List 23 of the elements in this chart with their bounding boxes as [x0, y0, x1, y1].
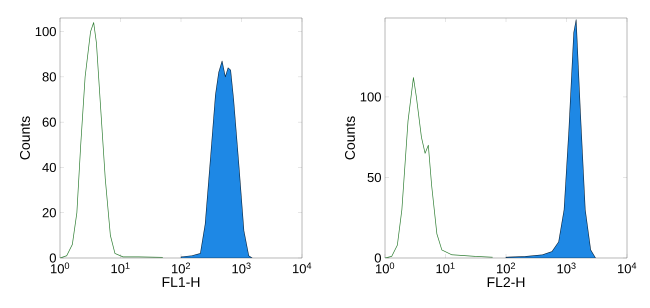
y-axis-title: Counts — [20, 116, 30, 160]
x-tick-label: 10$^{0}$ — [376, 262, 394, 274]
y-tick-label: 0 — [374, 253, 381, 263]
y-tick-label: 100 — [36, 26, 56, 36]
x-tick-label: 10$^{3}$ — [557, 262, 576, 274]
x-tick-label: 10$^{3}$ — [232, 262, 251, 274]
x-tick-label: 10$^{1}$ — [111, 262, 130, 274]
x-axis-title: FL2-H — [488, 277, 524, 288]
y-tick-label: 40 — [42, 162, 56, 172]
x-tick-label: 10$^{2}$ — [496, 262, 516, 274]
y-tick-label: 80 — [42, 72, 56, 82]
x-tick-label: 10$^{4}$ — [292, 262, 312, 274]
x-tick-label: 10$^{4}$ — [618, 262, 636, 274]
y-tick-label: 60 — [42, 118, 56, 127]
y-tick-label: 0 — [50, 253, 56, 263]
x-tick-label: 10$^{0}$ — [50, 262, 70, 274]
x-tick-label: 10$^{1}$ — [436, 262, 455, 274]
y-tick-label: 20 — [42, 208, 56, 218]
y-axis-title: Counts — [344, 116, 355, 160]
y-tick-label: 100 — [360, 92, 381, 102]
x-tick-label: 10$^{2}$ — [172, 262, 190, 274]
y-tick-label: 50 — [368, 172, 381, 182]
x-axis-title: FL1-H — [162, 277, 200, 287]
